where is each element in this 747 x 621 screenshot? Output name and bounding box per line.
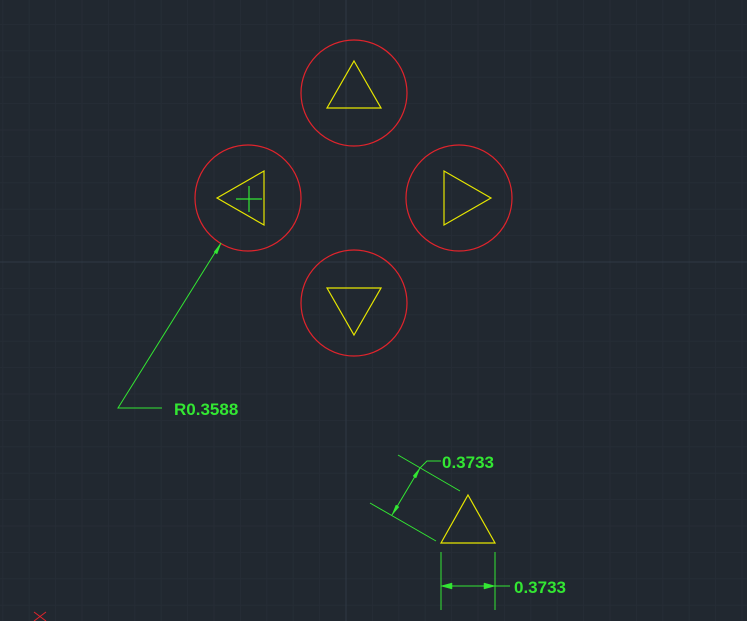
aligned-extension-line-upper <box>397 454 461 492</box>
aligned-arrow-lower-icon <box>391 504 400 516</box>
aligned-label: 0.3733 <box>442 453 494 472</box>
button-down-circle <box>300 249 408 357</box>
radius-arrow-icon <box>213 242 222 255</box>
crosshair-cursor-icon <box>236 186 262 212</box>
aligned-arrow-upper-icon <box>412 467 421 479</box>
linear-label: 0.3733 <box>514 578 566 597</box>
triangle-right-icon <box>443 169 493 227</box>
button-up <box>300 39 408 147</box>
triangle-left-icon <box>215 169 265 227</box>
button-right-circle <box>405 144 513 252</box>
button-left-circle <box>194 144 302 252</box>
radius-label: R0.3588 <box>174 400 238 419</box>
linear-arrow-left-icon <box>440 582 453 590</box>
ucs-origin-marker-icon <box>33 611 47 621</box>
aligned-dimension[interactable]: 0.3733 <box>369 453 494 542</box>
sample-triangle-up-icon <box>439 493 497 544</box>
button-down <box>300 249 408 357</box>
radius-leader-line <box>117 242 222 409</box>
triangle-up-icon <box>325 59 383 109</box>
button-left <box>194 144 302 252</box>
button-up-circle <box>300 39 408 147</box>
aligned-extension-line-lower <box>369 502 437 542</box>
button-right <box>405 144 513 252</box>
radius-dimension[interactable]: R0.3588 <box>117 242 238 419</box>
aligned-text-leader <box>419 460 441 469</box>
linear-arrow-right-icon <box>483 582 496 590</box>
triangle-down-icon <box>325 287 383 337</box>
linear-dimension[interactable]: 0.3733 <box>440 552 566 610</box>
